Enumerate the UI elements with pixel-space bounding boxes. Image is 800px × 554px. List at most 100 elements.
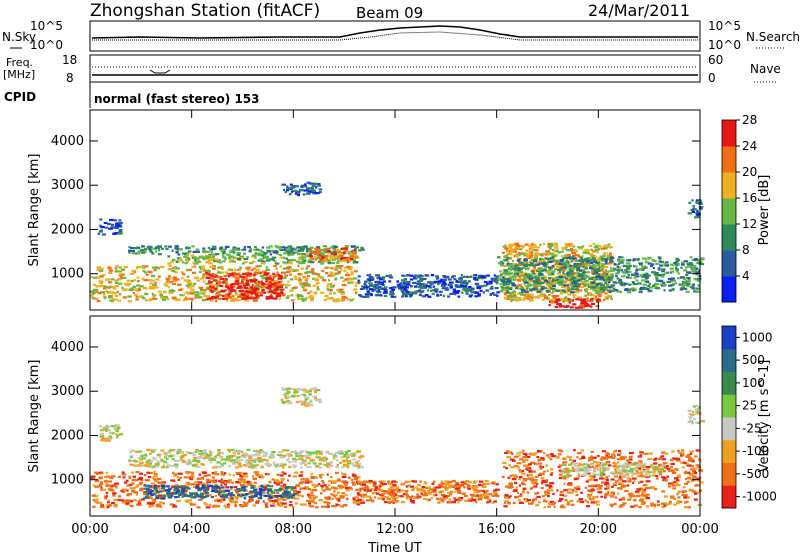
power-echo-cell bbox=[690, 264, 694, 267]
velocity-echo-cell bbox=[155, 485, 160, 488]
power-echo-cell bbox=[284, 190, 288, 194]
power-echo-cell bbox=[570, 270, 574, 273]
power-echo-cell bbox=[209, 274, 214, 277]
power-echo-cell bbox=[310, 297, 315, 300]
power-echo-cell bbox=[259, 258, 264, 261]
power-echo-cell bbox=[337, 270, 341, 273]
power-echo-cell bbox=[297, 190, 301, 193]
power-echo-cell bbox=[336, 261, 340, 264]
power-echo-cell bbox=[411, 292, 416, 295]
velocity-echo-cell bbox=[318, 499, 324, 502]
power-echo-cell bbox=[619, 261, 624, 264]
velocity-echo-cell bbox=[281, 479, 285, 482]
power-echo-cell bbox=[418, 274, 423, 277]
power-echo-cell bbox=[516, 253, 521, 256]
velocity-echo-cell bbox=[92, 484, 96, 487]
power-echo-cell bbox=[243, 246, 246, 249]
power-echo-cell bbox=[289, 250, 293, 253]
power-echo-cell bbox=[168, 264, 172, 268]
power-echo-cell bbox=[575, 280, 579, 283]
power-echo-cell bbox=[594, 248, 599, 252]
power-echo-cell bbox=[277, 286, 281, 289]
power-echo-cell bbox=[586, 257, 592, 260]
power-echo-cell bbox=[339, 265, 344, 268]
power-echo-cell bbox=[340, 247, 345, 250]
power-echo-cell bbox=[339, 299, 344, 302]
velocity-echo-cell bbox=[223, 458, 228, 461]
velocity-echo-cell bbox=[98, 425, 102, 428]
power-echo-cell bbox=[343, 269, 347, 272]
power-echo-cell bbox=[673, 261, 677, 265]
power-echo-cell bbox=[185, 246, 189, 249]
power-echo-cell bbox=[557, 251, 561, 254]
velocity-echo-cell bbox=[156, 487, 162, 490]
power-echo-cell bbox=[620, 269, 624, 272]
power-echo-cell bbox=[523, 252, 526, 255]
power-echo-cell bbox=[425, 285, 431, 288]
power-echo-cell bbox=[405, 293, 411, 296]
beam-label: Beam 09 bbox=[356, 4, 423, 22]
velocity-echo-cell bbox=[284, 392, 290, 395]
power-echo-cell bbox=[510, 298, 516, 301]
power-echo-cell bbox=[523, 276, 527, 279]
power-echo-cell bbox=[305, 247, 311, 250]
velocity-echo-cell bbox=[289, 496, 293, 499]
velocity-echo-cell bbox=[211, 490, 215, 493]
power-echo-cell bbox=[573, 287, 577, 290]
velocity-echo-cell bbox=[214, 505, 217, 508]
power-echo-cell bbox=[654, 285, 658, 288]
power-echo-cell bbox=[610, 285, 614, 288]
velocity-echo-cell bbox=[239, 489, 243, 492]
power-echo-cell bbox=[565, 258, 568, 262]
velocity-echo-cell bbox=[135, 493, 139, 496]
power-echo-cell bbox=[530, 273, 533, 276]
velocity-echo-cell bbox=[292, 464, 297, 467]
station-title: Zhongshan Station (fitACF) bbox=[90, 1, 320, 21]
velocity-echo-cell bbox=[108, 503, 112, 506]
power-echo-cell bbox=[577, 283, 581, 286]
power-echo-cell bbox=[291, 268, 294, 271]
power-echo-cell bbox=[517, 279, 522, 282]
power-echo-cell bbox=[241, 280, 244, 283]
velocity-echo-cell bbox=[325, 486, 329, 489]
power-echo-cell bbox=[665, 261, 669, 264]
power-echo-cell bbox=[374, 281, 378, 284]
power-echo-cell bbox=[222, 256, 226, 259]
power-echo-cell bbox=[611, 273, 614, 276]
power-echo-cell bbox=[662, 281, 666, 284]
power-echo-cell bbox=[559, 277, 563, 280]
power-echo-cell bbox=[625, 259, 631, 262]
power-echo-cell bbox=[259, 249, 263, 252]
velocity-echo-cell bbox=[117, 434, 120, 437]
power-colorbar-tick-label: 16 bbox=[742, 191, 757, 205]
power-echo-cell bbox=[668, 289, 672, 292]
power-echo-cell bbox=[258, 264, 262, 268]
power-echo-cell bbox=[315, 258, 318, 261]
power-echo-cell bbox=[144, 265, 149, 268]
power-echo-cell bbox=[400, 286, 405, 289]
power-echo-cell bbox=[551, 272, 555, 275]
velocity-echo-cell bbox=[237, 450, 241, 453]
power-echo-cell bbox=[519, 292, 522, 295]
velocity-echo-cell bbox=[131, 489, 135, 492]
velocity-echo-cell bbox=[254, 449, 257, 452]
power-echo-cell bbox=[570, 267, 576, 270]
power-echo-cell bbox=[224, 247, 227, 250]
power-echo-cell bbox=[99, 224, 102, 227]
power-echo-cell bbox=[620, 280, 623, 283]
velocity-echo-cell bbox=[138, 476, 143, 480]
power-echo-cell bbox=[196, 279, 200, 282]
power-echo-cell bbox=[192, 261, 198, 264]
velocity-echo-cell bbox=[162, 461, 167, 464]
velocity-echo-cell bbox=[466, 486, 470, 489]
power-echo-cell bbox=[154, 246, 157, 249]
power-echo-cell bbox=[207, 276, 210, 279]
power-echo-cell bbox=[695, 200, 699, 204]
power-echo-cell bbox=[655, 279, 660, 282]
velocity-echo-cell bbox=[245, 459, 251, 462]
power-echo-cell bbox=[237, 272, 241, 275]
power-echo-cell bbox=[250, 292, 254, 295]
velocity-echo-cell bbox=[117, 498, 122, 502]
velocity-echo-cell bbox=[199, 456, 203, 459]
power-echo-cell bbox=[688, 201, 692, 204]
